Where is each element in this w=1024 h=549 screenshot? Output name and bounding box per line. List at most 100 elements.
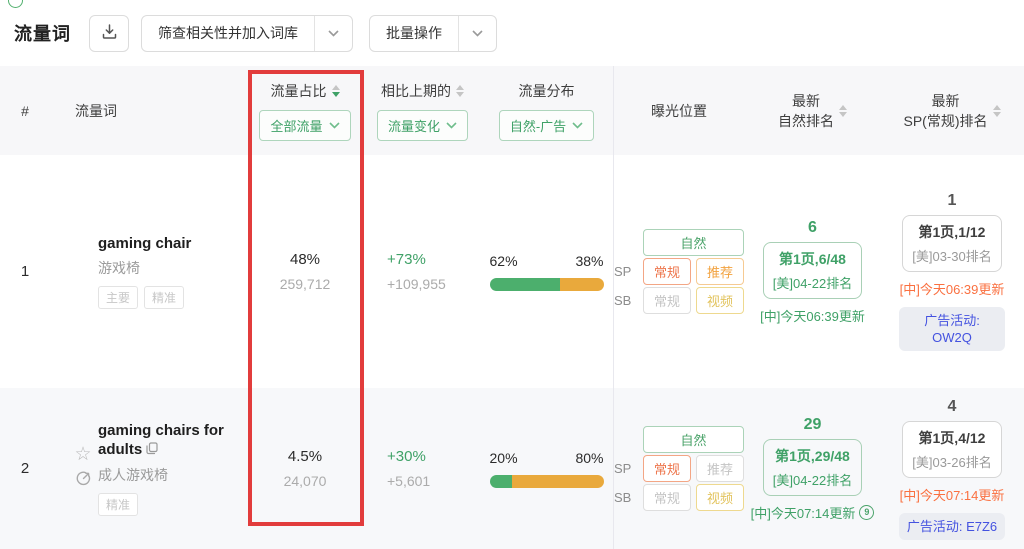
col-header-share[interactable]: 流量占比 (271, 81, 340, 101)
chevron-down-icon (328, 29, 339, 37)
filter-relevance-dropdown[interactable] (314, 15, 352, 51)
change-count: +5,601 (387, 473, 431, 489)
distribution-bar-natural (489, 277, 561, 291)
natural-rank-box: 第1页,29/48 [美]04-22排名 (762, 438, 863, 496)
change-count: +109,955 (387, 276, 446, 292)
natural-rank-number: 6 (808, 218, 817, 236)
share-filter-dropdown[interactable]: 全部流量 (259, 109, 351, 141)
distribution-filter-dropdown[interactable]: 自然-广告 (498, 109, 595, 141)
exposure-label-sp: SP (614, 264, 632, 279)
change-filter-dropdown[interactable]: 流量变化 (376, 109, 468, 141)
table-row: 1 gaming chair 游戏椅 主要 精准 48% 259,712 +73… (0, 155, 1024, 388)
col-header-natural-rank[interactable]: 最新 自然排名 (778, 91, 847, 131)
keyword-translation: 游戏椅 (98, 260, 140, 276)
exposure-badge-sb-regular: 常规 (643, 287, 691, 314)
exposure-label-sp: SP (614, 461, 632, 476)
exposure-badge-sb-regular: 常规 (643, 484, 691, 511)
distribution-bar-natural (489, 474, 513, 488)
help-icon[interactable] (8, 0, 23, 8)
download-icon (101, 23, 118, 43)
distribution-ad-percent: 38% (575, 252, 604, 269)
exposure-label-sb: SB (614, 293, 632, 308)
distribution-bar-ad (512, 474, 604, 488)
table-row: 2 ☆ gaming chairs for adults 成人游戏椅 精准 (0, 388, 1024, 549)
distribution-bar-ad (560, 277, 604, 291)
toolbar: 流量词 筛查相关性并加入词库 批量操作 (0, 0, 1024, 66)
sp-rank-box: 第1页,4/12 [美]03-26排名 (902, 420, 1002, 478)
row-index: 2 (20, 460, 30, 477)
column-divider (613, 66, 614, 549)
chevron-down-icon (446, 121, 457, 129)
natural-rank-box: 第1页,6/48 [美]04-22排名 (762, 241, 863, 299)
change-percent: +30% (387, 448, 426, 465)
batch-actions-button[interactable]: 批量操作 (369, 14, 497, 52)
chevron-down-icon (328, 121, 340, 129)
sp-rank-page: 第1页,4/12 (918, 429, 986, 446)
keyword-tag: 主要 (98, 286, 139, 309)
natural-rank-us-date: [美]04-22排名 (772, 275, 853, 291)
traffic-share-percent: 48% (289, 251, 321, 268)
ad-campaign-badge[interactable]: 广告活动: OW2Q (899, 307, 1005, 351)
rank-history-icon[interactable]: 9 (859, 504, 875, 520)
sort-icon-natural-rank[interactable] (839, 104, 847, 117)
natural-rank-us-date: [美]04-22排名 (772, 472, 853, 488)
distribution-bar (489, 277, 604, 291)
copy-icon[interactable] (146, 441, 158, 460)
target-monitor-icon[interactable] (75, 470, 92, 492)
col-header-change[interactable]: 相比上期的 (381, 81, 464, 101)
row-index: 1 (20, 263, 30, 280)
sp-rank-box: 第1页,1/12 [美]03-30排名 (902, 215, 1002, 272)
exposure-badge-sp-recommend: 推荐 (696, 455, 744, 482)
natural-rank-number: 29 (803, 415, 822, 433)
keyword-tag: 精准 (144, 286, 185, 309)
sort-icon-share[interactable] (331, 84, 340, 97)
natural-rank-update: [中]今天06:39更新 (760, 308, 865, 324)
distribution-natural-percent: 20% (489, 449, 518, 466)
exposure-badge-natural: 自然 (643, 426, 744, 453)
change-percent: +73% (387, 251, 426, 268)
sort-icon-sp-rank[interactable] (992, 104, 1001, 117)
distribution-ad-percent: 80% (575, 449, 604, 466)
traffic-share-percent: 4.5% (287, 448, 323, 465)
exposure-badge-sp-recommend: 推荐 (696, 258, 744, 285)
sp-rank-number: 4 (947, 397, 957, 415)
exposure-badge-sp-regular: 常规 (643, 258, 691, 285)
exposure-badge-sb-video: 视频 (696, 287, 744, 314)
sp-rank-us-date: [美]03-26排名 (912, 454, 992, 470)
filter-relevance-button[interactable]: 筛查相关性并加入词库 (141, 14, 353, 52)
batch-actions-label[interactable]: 批量操作 (386, 25, 442, 41)
natural-rank-page: 第1页,6/48 (779, 250, 846, 267)
filter-relevance-label[interactable]: 筛查相关性并加入词库 (158, 25, 298, 41)
sort-icon-change[interactable] (456, 84, 464, 97)
col-header-keyword: 流量词 (75, 102, 117, 119)
col-header-index: # (21, 102, 29, 119)
exposure-badge-sp-regular: 常规 (643, 455, 691, 482)
traffic-share-count: 259,712 (279, 276, 331, 292)
keyword-tag: 精准 (98, 493, 139, 516)
download-button[interactable] (89, 14, 129, 52)
favorite-star-icon[interactable]: ☆ (74, 443, 92, 465)
natural-rank-page: 第1页,29/48 (775, 447, 850, 464)
sp-rank-update: [中]今天07:14更新 (899, 487, 1005, 503)
chevron-down-icon (472, 29, 483, 37)
table-header: # 流量词 流量占比 全部流量 相比上期的 流量变化 流量分布 (0, 66, 1024, 155)
batch-actions-dropdown[interactable] (458, 15, 496, 51)
page-title: 流量词 (14, 24, 71, 44)
col-header-distribution: 流量分布 (518, 82, 575, 99)
ad-campaign-badge[interactable]: 广告活动: E7Z6 (898, 512, 1006, 540)
traffic-share-count: 24,070 (283, 473, 327, 489)
exposure-badge-natural: 自然 (643, 229, 744, 256)
keyword-translation: 成人游戏椅 (98, 467, 168, 483)
col-header-sp-rank[interactable]: 最新 SP(常规)排名 (904, 91, 1001, 131)
chevron-down-icon (572, 121, 583, 129)
natural-rank-update: [中]今天07:14更新 (750, 505, 856, 521)
keyword-text[interactable]: gaming chairs for adults (98, 422, 224, 460)
keyword-text[interactable]: gaming chair (98, 235, 192, 252)
sp-rank-page: 第1页,1/12 (918, 224, 986, 240)
distribution-natural-percent: 62% (489, 252, 518, 269)
sp-rank-number: 1 (947, 192, 957, 209)
sp-rank-update: [中]今天06:39更新 (899, 282, 1005, 297)
col-header-exposure: 曝光位置 (651, 102, 707, 119)
sp-rank-us-date: [美]03-30排名 (912, 249, 992, 264)
